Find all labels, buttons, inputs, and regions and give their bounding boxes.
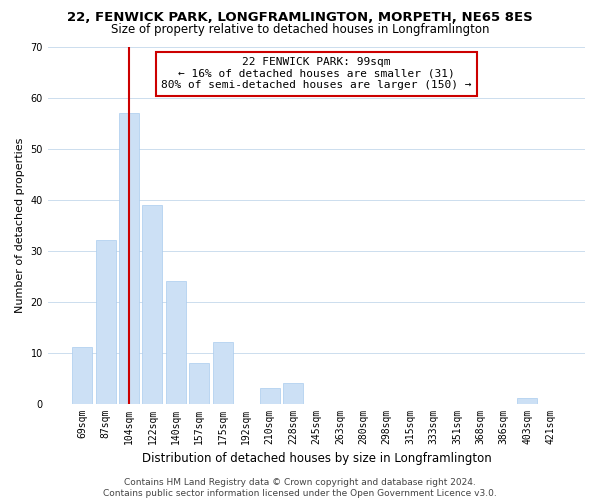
Text: Contains HM Land Registry data © Crown copyright and database right 2024.
Contai: Contains HM Land Registry data © Crown c… — [103, 478, 497, 498]
Bar — [72, 348, 92, 404]
Bar — [142, 204, 163, 404]
Bar — [283, 383, 303, 404]
Bar — [190, 362, 209, 404]
Bar — [95, 240, 116, 404]
Text: Size of property relative to detached houses in Longframlington: Size of property relative to detached ho… — [111, 22, 489, 36]
Y-axis label: Number of detached properties: Number of detached properties — [15, 138, 25, 312]
Bar — [517, 398, 537, 404]
X-axis label: Distribution of detached houses by size in Longframlington: Distribution of detached houses by size … — [142, 452, 491, 465]
Bar — [213, 342, 233, 404]
Bar — [260, 388, 280, 404]
Bar — [119, 113, 139, 404]
Text: 22, FENWICK PARK, LONGFRAMLINGTON, MORPETH, NE65 8ES: 22, FENWICK PARK, LONGFRAMLINGTON, MORPE… — [67, 11, 533, 24]
Bar — [166, 281, 186, 404]
Text: 22 FENWICK PARK: 99sqm
← 16% of detached houses are smaller (31)
80% of semi-det: 22 FENWICK PARK: 99sqm ← 16% of detached… — [161, 57, 472, 90]
